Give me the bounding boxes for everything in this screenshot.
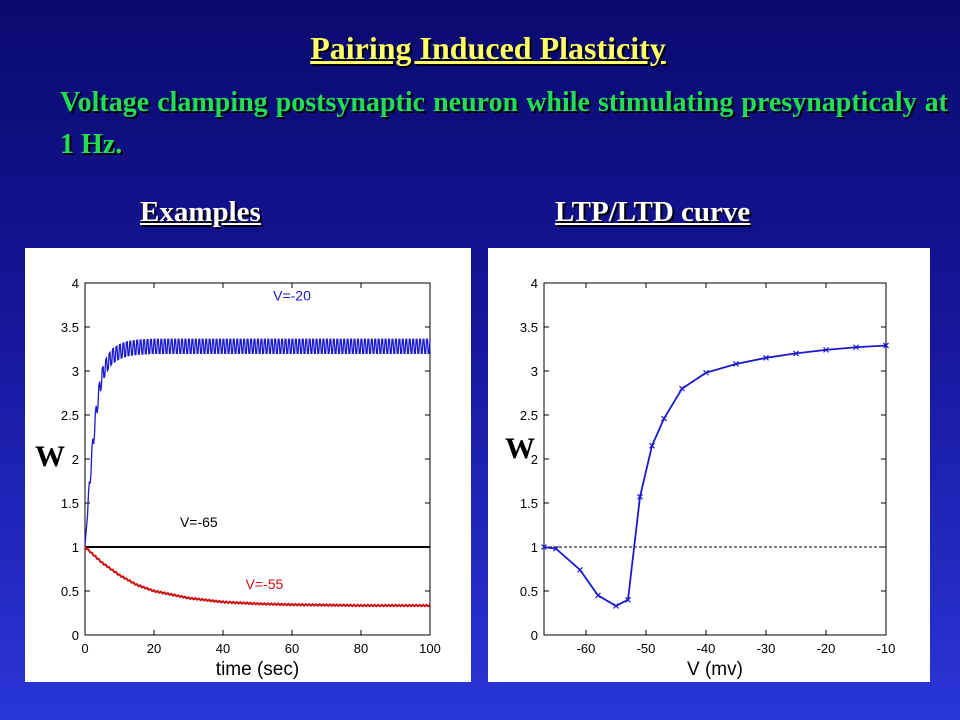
ltp-ltd-x-tick-label: -20 <box>817 641 836 656</box>
ltp-ltd-x-tick-label: -10 <box>877 641 896 656</box>
examples-x-tick-label: 40 <box>216 641 230 656</box>
examples-y-tick-label: 4 <box>72 276 79 291</box>
ltp-ltd-data-point <box>661 415 667 422</box>
ltp-ltd-data-point <box>883 342 889 349</box>
examples-series-label-2: V=-55 <box>246 576 284 592</box>
ltp-ltd-series-line <box>543 344 887 607</box>
ltp-ltd-x-tick-label: -60 <box>577 641 596 656</box>
ltp-ltd-data-point <box>553 545 559 552</box>
slide-title: Pairing Induced Plasticity <box>310 30 666 66</box>
examples-x-tick-label: 0 <box>81 641 88 656</box>
ltp-ltd-y-tick-label: 4 <box>531 276 538 291</box>
ltp-ltd-y-tick-label: 3 <box>531 364 538 379</box>
ltp-ltd-data-point <box>649 442 655 449</box>
ltp-ltd-data-point <box>613 603 619 609</box>
examples-series-line-0 <box>84 338 431 548</box>
examples-x-tick-label: 60 <box>285 641 299 656</box>
examples-series-line-2 <box>84 545 431 608</box>
ltp-ltd-x-tick-label: -30 <box>757 641 776 656</box>
ltp-ltd-x-tick-label: -40 <box>697 641 716 656</box>
ltp-ltd-y-label: W <box>505 432 535 465</box>
examples-y-tick-label: 1 <box>72 540 79 555</box>
examples-series-label-0: V=-20 <box>273 288 311 304</box>
ltp-ltd-heading: LTP/LTD curve <box>555 196 751 228</box>
ltp-ltd-data-point <box>733 361 739 367</box>
ltp-ltd-y-tick-label: 3.5 <box>520 320 538 335</box>
ltp-ltd-y-tick-label: 0.5 <box>520 584 538 599</box>
ltp-ltd-x-tick-label: -50 <box>637 641 656 656</box>
ltp-ltd-y-tick-label: 2.5 <box>520 408 538 423</box>
examples-y-tick-label: 3 <box>72 364 79 379</box>
ltp-ltd-x-axis-label: V (mv) <box>687 659 743 680</box>
ltp-ltd-data-point <box>679 385 685 392</box>
ltp-ltd-data-point <box>625 596 631 603</box>
ltp-ltd-data-point <box>577 566 583 573</box>
ltp-ltd-y-tick-label: 0 <box>531 628 538 643</box>
ltp-ltd-chart-panel: -60 -50 -40 -30 -20 -10 0 0.5 1 1.5 2 2.5 3 3.5 4 V (mv… <box>488 248 930 682</box>
examples-y-tick-label: 2.5 <box>61 408 79 423</box>
ltp-ltd-plot-frame <box>543 282 887 636</box>
ltp-ltd-data-point <box>703 369 709 376</box>
ltp-ltd-data-point <box>853 344 859 351</box>
ltp-ltd-data-point <box>637 493 643 500</box>
examples-chart-panel: 0 20 40 60 80 100 0 0.5 1 1.5 2 2.5 3 3.5 4 time (sec) V… <box>25 248 471 682</box>
ltp-ltd-chart: -60 -50 -40 -30 -20 -10 0 0.5 1 1.5 2 2.5 3 3.5 4 V (mv… <box>520 276 896 680</box>
ltp-ltd-data-point <box>823 346 829 353</box>
examples-y-tick-label: 2 <box>72 452 79 467</box>
examples-chart: 0 20 40 60 80 100 0 0.5 1 1.5 2 2.5 3 3.5 4 time (sec) V… <box>61 276 441 680</box>
ltp-ltd-y-tick-label: 1.5 <box>520 496 538 511</box>
ltp-ltd-y-tick-label: 2 <box>531 452 538 467</box>
examples-y-tick-label: 1.5 <box>61 496 79 511</box>
examples-heading: Examples <box>140 196 261 228</box>
ltp-ltd-y-tick-label: 1 <box>531 540 538 555</box>
examples-x-axis-label: time (sec) <box>216 659 299 680</box>
ltp-ltd-data-point <box>541 544 547 550</box>
examples-y-tick-label: 0 <box>72 628 79 643</box>
ltp-ltd-data-point <box>763 354 769 361</box>
examples-y-tick-label: 3.5 <box>61 320 79 335</box>
examples-y-tick-label: 0.5 <box>61 584 79 599</box>
examples-y-label: W <box>35 440 65 473</box>
ltp-ltd-data-point <box>793 350 799 357</box>
slide-subtitle: Voltage clamping postsynaptic neuron whi… <box>60 87 948 160</box>
ltp-ltd-data-point <box>595 592 601 599</box>
examples-series-label-1: V=-65 <box>180 514 218 530</box>
examples-x-tick-label: 100 <box>419 641 441 656</box>
examples-x-tick-label: 80 <box>354 641 368 656</box>
examples-x-tick-label: 20 <box>147 641 161 656</box>
